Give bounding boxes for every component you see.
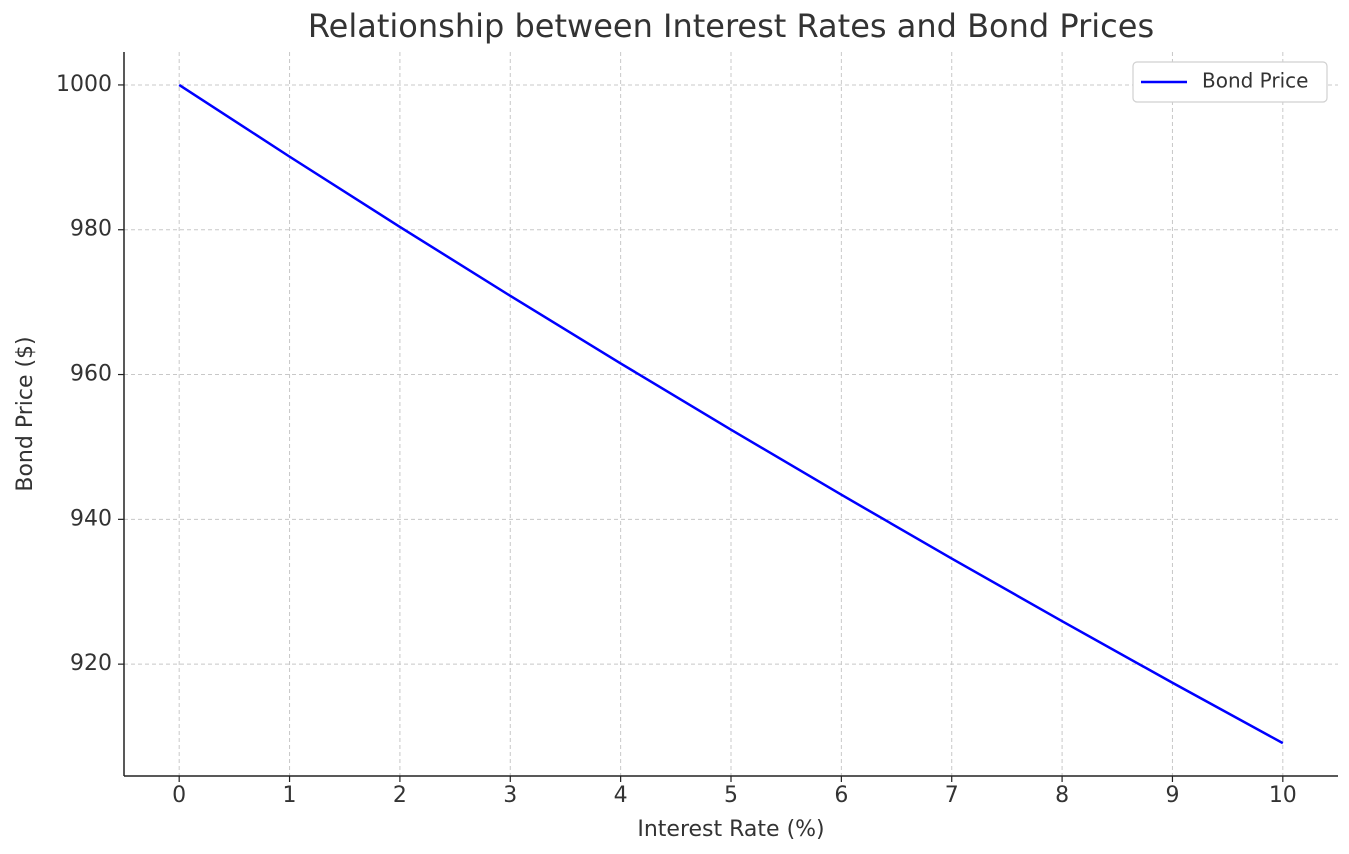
- x-axis-label: Interest Rate (%): [637, 817, 824, 842]
- chart-title: Relationship between Interest Rates and …: [308, 7, 1154, 45]
- y-tick-label: 1000: [56, 72, 112, 97]
- legend-label: Bond Price: [1202, 69, 1308, 93]
- x-tick-label: 8: [1055, 783, 1069, 808]
- x-tick-label: 5: [724, 783, 738, 808]
- x-tick-label: 7: [945, 783, 959, 808]
- x-tick-label: 10: [1269, 783, 1297, 808]
- x-tick-label: 1: [283, 783, 297, 808]
- x-tick-label: 9: [1165, 783, 1179, 808]
- x-tick-label: 6: [834, 783, 848, 808]
- x-tick-label: 3: [503, 783, 517, 808]
- legend-box: [1132, 61, 1328, 103]
- line: [178, 83, 1284, 745]
- y-tick-label: 960: [70, 362, 112, 387]
- x-tick-label: 4: [614, 783, 628, 808]
- y-tick-label: 980: [70, 217, 112, 242]
- y-tick-label: 940: [70, 506, 112, 531]
- y-axis-label: Bond Price ($): [13, 336, 38, 491]
- x-tick-label: 2: [393, 783, 407, 808]
- x-tick-label: 0: [172, 783, 186, 808]
- y-tick-label: 920: [70, 651, 112, 676]
